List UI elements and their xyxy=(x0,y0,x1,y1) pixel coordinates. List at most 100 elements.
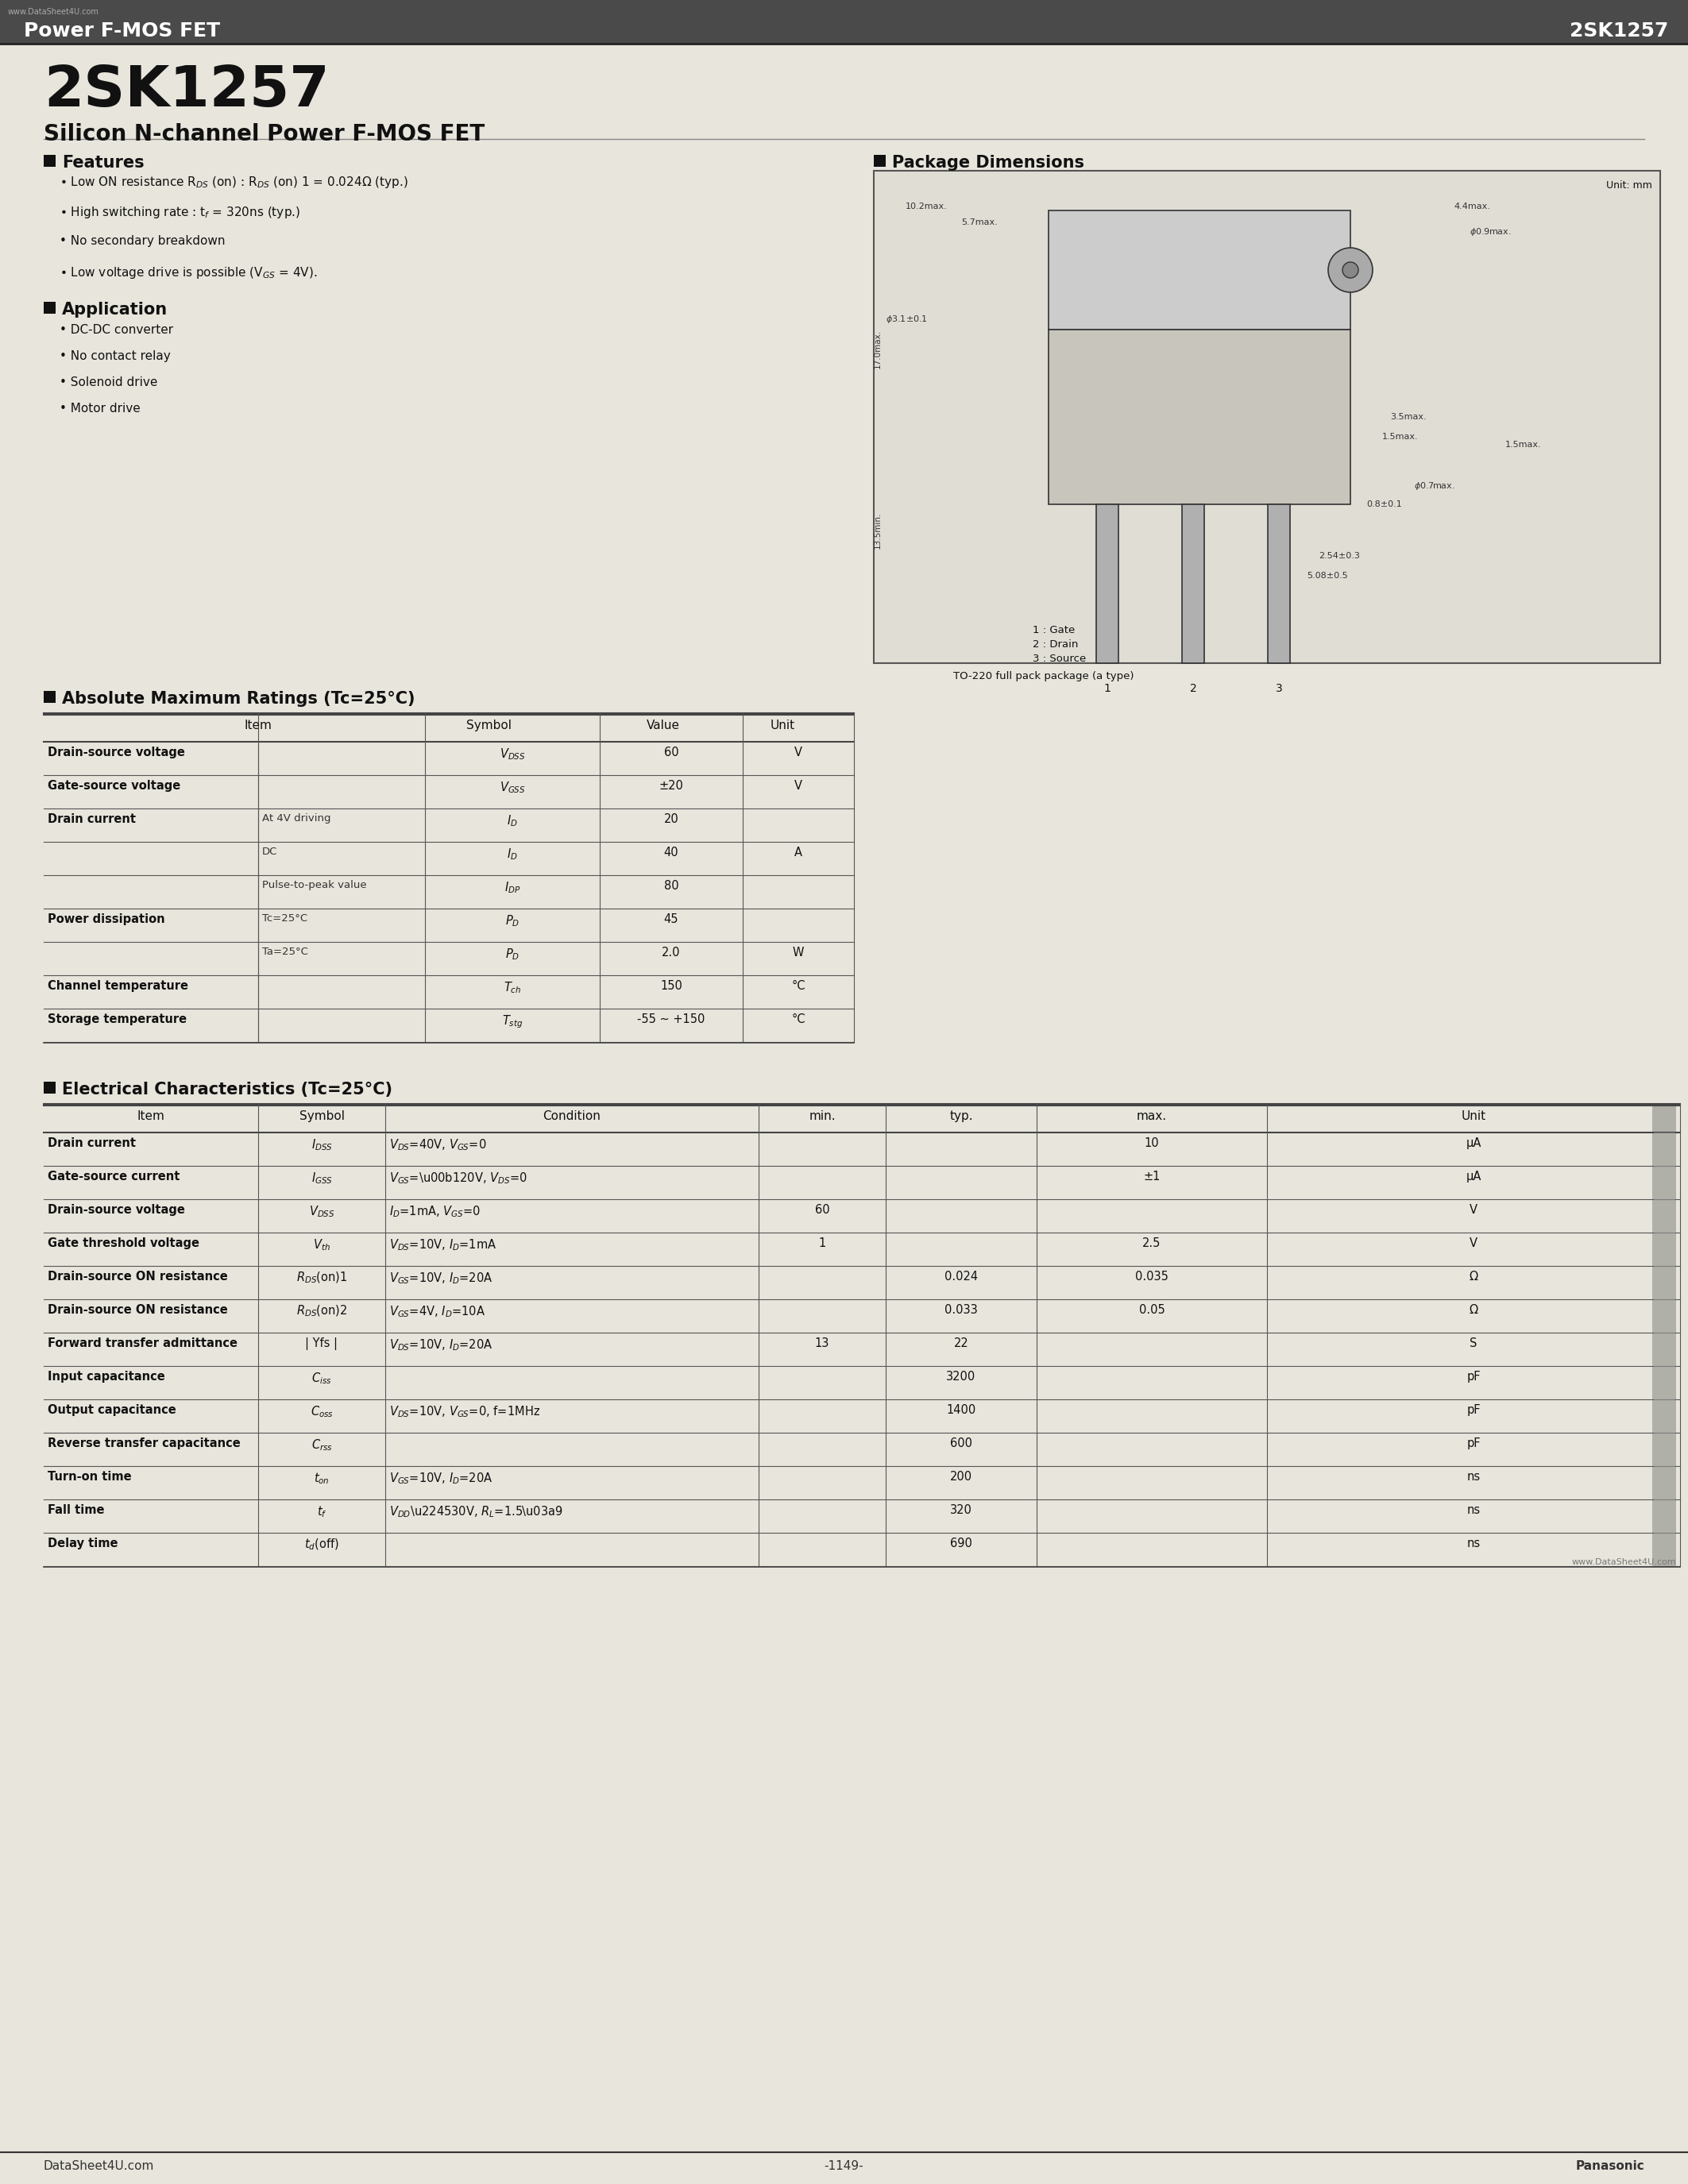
Text: typ.: typ. xyxy=(949,1109,972,1123)
Text: $\phi$0.7max.: $\phi$0.7max. xyxy=(1415,480,1455,491)
Text: V: V xyxy=(795,747,802,758)
Text: $V_{DD}$\u224530V, $R_L$=1.5\u03a9: $V_{DD}$\u224530V, $R_L$=1.5\u03a9 xyxy=(390,1505,562,1520)
Text: 3.5max.: 3.5max. xyxy=(1391,413,1426,422)
Text: max.: max. xyxy=(1136,1109,1166,1123)
Text: • Solenoid drive: • Solenoid drive xyxy=(59,376,157,389)
Text: 13.5min.: 13.5min. xyxy=(874,513,881,548)
Text: 22: 22 xyxy=(954,1337,969,1350)
Text: Item: Item xyxy=(245,719,272,732)
Bar xyxy=(0,0,1688,44)
Text: pF: pF xyxy=(1467,1372,1480,1382)
Text: 0.05: 0.05 xyxy=(1139,1304,1165,1317)
Text: 0.033: 0.033 xyxy=(945,1304,977,1317)
Text: 20: 20 xyxy=(663,812,679,826)
Text: ±20: ±20 xyxy=(658,780,684,793)
Text: Electrical Characteristics (Tc=25°C): Electrical Characteristics (Tc=25°C) xyxy=(62,1081,392,1099)
Text: Silicon N-channel Power F-MOS FET: Silicon N-channel Power F-MOS FET xyxy=(44,122,484,146)
Bar xyxy=(874,155,886,166)
Text: Forward transfer admittance: Forward transfer admittance xyxy=(47,1337,238,1350)
Text: Fall time: Fall time xyxy=(47,1505,105,1516)
Text: $V_{DS}$=10V, $I_D$=1mA: $V_{DS}$=10V, $I_D$=1mA xyxy=(390,1238,496,1251)
Text: Gate-source current: Gate-source current xyxy=(47,1171,181,1182)
Text: 2.0: 2.0 xyxy=(662,946,680,959)
Text: ±1: ±1 xyxy=(1143,1171,1160,1182)
Text: Item: Item xyxy=(137,1109,165,1123)
Text: 60: 60 xyxy=(815,1203,829,1216)
Text: $I_{DP}$: $I_{DP}$ xyxy=(505,880,520,895)
Text: 2SK1257: 2SK1257 xyxy=(1570,22,1668,41)
Text: $\phi$0.9max.: $\phi$0.9max. xyxy=(1470,227,1511,238)
Text: Tc=25°C: Tc=25°C xyxy=(262,913,307,924)
Text: pF: pF xyxy=(1467,1437,1480,1450)
Text: $V_{GS}$=\u00b120V, $V_{DS}$=0: $V_{GS}$=\u00b120V, $V_{DS}$=0 xyxy=(390,1171,527,1186)
Text: • Low voltage drive is possible (V$_{GS}$ = 4V).: • Low voltage drive is possible (V$_{GS}… xyxy=(59,264,317,280)
Text: -55 ~ +150: -55 ~ +150 xyxy=(638,1013,706,1024)
Text: Reverse transfer capacitance: Reverse transfer capacitance xyxy=(47,1437,240,1450)
Text: Drain-source voltage: Drain-source voltage xyxy=(47,1203,186,1216)
Text: °C: °C xyxy=(792,981,805,992)
Text: • High switching rate : t$_f$ = 320ns (typ.): • High switching rate : t$_f$ = 320ns (t… xyxy=(59,205,300,221)
Text: $V_{GSS}$: $V_{GSS}$ xyxy=(500,780,525,795)
Text: °C: °C xyxy=(792,1013,805,1024)
Text: $P_D$: $P_D$ xyxy=(505,946,520,961)
Text: Unit: mm: Unit: mm xyxy=(1607,181,1653,190)
Text: • No contact relay: • No contact relay xyxy=(59,349,170,363)
Text: 3: 3 xyxy=(1276,684,1283,695)
Text: 1.5max.: 1.5max. xyxy=(1382,432,1418,441)
Text: 2SK1257: 2SK1257 xyxy=(44,63,329,118)
Text: $t_{on}$: $t_{on}$ xyxy=(314,1470,329,1485)
Text: 5.7max.: 5.7max. xyxy=(960,218,998,227)
Text: 0.8±0.1: 0.8±0.1 xyxy=(1366,500,1401,509)
Text: 40: 40 xyxy=(663,847,679,858)
Text: ns: ns xyxy=(1467,1505,1480,1516)
Text: Delay time: Delay time xyxy=(47,1538,118,1548)
Text: 10.2max.: 10.2max. xyxy=(905,203,947,210)
Text: $C_{rss}$: $C_{rss}$ xyxy=(311,1437,333,1452)
Text: 0.024: 0.024 xyxy=(945,1271,977,1282)
Text: Drain-source ON resistance: Drain-source ON resistance xyxy=(47,1271,228,1282)
Text: 3200: 3200 xyxy=(947,1372,976,1382)
Text: • Low ON resistance R$_{DS}$ (on) : R$_{DS}$ (on) 1 = 0.024$\Omega$ (typ.): • Low ON resistance R$_{DS}$ (on) : R$_{… xyxy=(59,175,408,190)
Text: $T_{ch}$: $T_{ch}$ xyxy=(503,981,522,996)
Text: Unit: Unit xyxy=(1462,1109,1485,1123)
Text: $V_{GS}$=4V, $I_D$=10A: $V_{GS}$=4V, $I_D$=10A xyxy=(390,1304,486,1319)
Text: 5.08±0.5: 5.08±0.5 xyxy=(1307,572,1347,579)
Text: Condition: Condition xyxy=(544,1109,601,1123)
Text: μA: μA xyxy=(1465,1171,1482,1182)
Text: Value: Value xyxy=(647,719,680,732)
Text: ns: ns xyxy=(1467,1470,1480,1483)
Text: 17.0max.: 17.0max. xyxy=(874,330,881,369)
Text: 80: 80 xyxy=(663,880,679,891)
Text: $P_D$: $P_D$ xyxy=(505,913,520,928)
Text: Storage temperature: Storage temperature xyxy=(47,1013,187,1024)
Text: W: W xyxy=(793,946,803,959)
Text: pF: pF xyxy=(1467,1404,1480,1415)
Text: At 4V driving: At 4V driving xyxy=(262,812,331,823)
Text: • No secondary breakdown: • No secondary breakdown xyxy=(59,236,225,247)
Text: Symbol: Symbol xyxy=(466,719,511,732)
Text: 600: 600 xyxy=(950,1437,972,1450)
Text: DataSheet4U.com: DataSheet4U.com xyxy=(44,2160,154,2173)
Text: 0.035: 0.035 xyxy=(1134,1271,1168,1282)
Text: Power F-MOS FET: Power F-MOS FET xyxy=(24,22,219,41)
Text: Drain current: Drain current xyxy=(47,1138,135,1149)
Text: 1: 1 xyxy=(819,1238,825,1249)
Text: | Yfs |: | Yfs | xyxy=(306,1337,338,1350)
Text: 3 : Source: 3 : Source xyxy=(1033,653,1085,664)
Text: $I_{GSS}$: $I_{GSS}$ xyxy=(311,1171,333,1186)
Text: TO-220 full pack package (a type): TO-220 full pack package (a type) xyxy=(954,670,1134,681)
Text: min.: min. xyxy=(809,1109,836,1123)
Text: $V_{GS}$=10V, $I_D$=20A: $V_{GS}$=10V, $I_D$=20A xyxy=(390,1470,493,1485)
Text: $t_d$(off): $t_d$(off) xyxy=(304,1538,339,1553)
Text: $t_f$: $t_f$ xyxy=(317,1505,327,1520)
Text: V: V xyxy=(795,780,802,793)
Text: $V_{DS}$=10V, $V_{GS}$=0, f=1MHz: $V_{DS}$=10V, $V_{GS}$=0, f=1MHz xyxy=(390,1404,540,1420)
Text: $I_D$: $I_D$ xyxy=(506,847,518,860)
Bar xyxy=(1653,1103,1676,1566)
Text: www.DataSheet4U.com: www.DataSheet4U.com xyxy=(8,9,100,15)
Text: 4.4max.: 4.4max. xyxy=(1453,203,1491,210)
Bar xyxy=(1268,505,1290,664)
Text: Ω: Ω xyxy=(1469,1271,1479,1282)
Text: Drain-source ON resistance: Drain-source ON resistance xyxy=(47,1304,228,1317)
Text: $V_{th}$: $V_{th}$ xyxy=(312,1238,331,1251)
